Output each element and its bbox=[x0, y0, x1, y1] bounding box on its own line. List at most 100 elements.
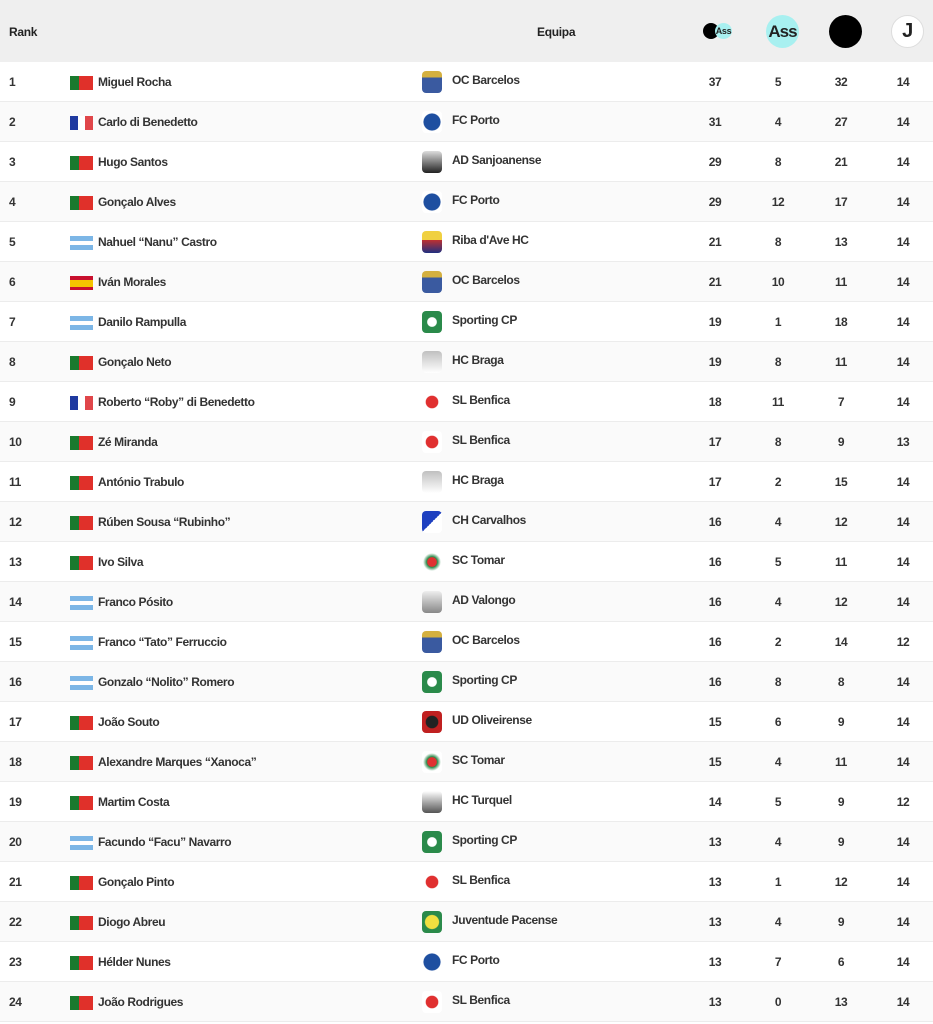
games-value: 12 bbox=[896, 635, 910, 649]
team-name[interactable]: Sporting CP bbox=[452, 313, 517, 327]
table-row[interactable]: 20 Facundo “Facu” Navarro Sporting CP 13 4… bbox=[0, 822, 933, 862]
assists-value: 12 bbox=[771, 195, 785, 209]
games-icon[interactable]: J bbox=[891, 15, 924, 48]
team-name[interactable]: SL Benfica bbox=[452, 873, 510, 887]
table-row[interactable]: 23 Hélder Nunes FC Porto 13 7 6 14 bbox=[0, 942, 933, 982]
flag-pt-icon bbox=[70, 916, 93, 930]
team-name[interactable]: FC Porto bbox=[452, 193, 500, 207]
player-name[interactable]: Franco Pósito bbox=[98, 595, 173, 609]
rank-header[interactable]: Rank bbox=[9, 25, 38, 39]
points-value: 29 bbox=[708, 155, 722, 169]
team-name[interactable]: UD Oliveirense bbox=[452, 713, 532, 727]
team-name[interactable]: SL Benfica bbox=[452, 993, 510, 1007]
player-name[interactable]: Franco “Tato” Ferruccio bbox=[98, 635, 227, 649]
player-name[interactable]: Martim Costa bbox=[98, 795, 170, 809]
player-name[interactable]: Danilo Rampulla bbox=[98, 315, 187, 329]
player-name[interactable]: Roberto “Roby” di Benedetto bbox=[98, 395, 255, 409]
team-logo-icon bbox=[422, 591, 442, 613]
table-row[interactable]: 5 Nahuel “Nanu” Castro Riba d'Ave HC 21 8 1… bbox=[0, 222, 933, 262]
team-name[interactable]: Riba d'Ave HC bbox=[452, 233, 529, 247]
team-name[interactable]: SC Tomar bbox=[452, 553, 505, 567]
table-row[interactable]: 3 Hugo Santos AD Sanjoanense 29 8 21 14 bbox=[0, 142, 933, 182]
player-name[interactable]: Zé Miranda bbox=[98, 435, 158, 449]
team-name[interactable]: HC Braga bbox=[452, 473, 504, 487]
team-name[interactable]: Juventude Pacense bbox=[452, 913, 558, 927]
table-row[interactable]: 4 Gonçalo Alves FC Porto 29 12 17 14 bbox=[0, 182, 933, 222]
player-name[interactable]: Diogo Abreu bbox=[98, 915, 166, 929]
table-row[interactable]: 10 Zé Miranda SL Benfica 17 8 9 13 bbox=[0, 422, 933, 462]
team-name[interactable]: Sporting CP bbox=[452, 673, 517, 687]
team-name[interactable]: SL Benfica bbox=[452, 393, 510, 407]
table-row[interactable]: 11 António Trabulo HC Braga 17 2 15 14 bbox=[0, 462, 933, 502]
player-name[interactable]: Ivo Silva bbox=[98, 555, 144, 569]
table-row[interactable]: 13 Ivo Silva SC Tomar 16 5 11 14 bbox=[0, 542, 933, 582]
team-name[interactable]: CH Carvalhos bbox=[452, 513, 526, 527]
team-name[interactable]: OC Barcelos bbox=[452, 633, 520, 647]
player-name[interactable]: Gonçalo Pinto bbox=[98, 875, 175, 889]
assists-icon[interactable]: Ass bbox=[766, 15, 799, 48]
goals-value: 7 bbox=[837, 395, 845, 409]
rank: 2 bbox=[9, 115, 16, 129]
team-name[interactable]: FC Porto bbox=[452, 953, 500, 967]
rank: 21 bbox=[9, 875, 22, 889]
table-row[interactable]: 19 Martim Costa HC Turquel 14 5 9 12 bbox=[0, 782, 933, 822]
team-header[interactable]: Equipa bbox=[537, 25, 576, 39]
goal-ball-icon[interactable] bbox=[829, 15, 862, 48]
table-row[interactable]: 22 Diogo Abreu Juventude Pacense 13 4 9 14 bbox=[0, 902, 933, 942]
games-value: 14 bbox=[896, 515, 910, 529]
games-value: 14 bbox=[896, 355, 910, 369]
team-name[interactable]: AD Valongo bbox=[452, 593, 516, 607]
table-row[interactable]: 21 Gonçalo Pinto SL Benfica 13 1 12 14 bbox=[0, 862, 933, 902]
player-name[interactable]: Gonzalo “Nolito” Romero bbox=[98, 675, 235, 689]
team-name[interactable]: SL Benfica bbox=[452, 433, 510, 447]
player-name[interactable]: Facundo “Facu” Navarro bbox=[98, 835, 232, 849]
assists-value: 4 bbox=[774, 115, 782, 129]
flag-pt-icon bbox=[70, 876, 93, 890]
player-name[interactable]: Alexandre Marques “Xanoca” bbox=[98, 755, 257, 769]
points-value: 16 bbox=[708, 515, 722, 529]
player-name[interactable]: Hugo Santos bbox=[98, 155, 168, 169]
table-row[interactable]: 2 Carlo di Benedetto FC Porto 31 4 27 14 bbox=[0, 102, 933, 142]
table-row[interactable]: 12 Rúben Sousa “Rubinho” CH Carvalhos 16 4… bbox=[0, 502, 933, 542]
team-name[interactable]: SC Tomar bbox=[452, 753, 505, 767]
table-row[interactable]: 24 João Rodrigues SL Benfica 13 0 13 14 bbox=[0, 982, 933, 1022]
player-name[interactable]: Rúben Sousa “Rubinho” bbox=[98, 515, 231, 529]
table-row[interactable]: 16 Gonzalo “Nolito” Romero Sporting CP 16… bbox=[0, 662, 933, 702]
team-name[interactable]: OC Barcelos bbox=[452, 73, 520, 87]
table-row[interactable]: 14 Franco Pósito AD Valongo 16 4 12 14 bbox=[0, 582, 933, 622]
points-value: 29 bbox=[708, 195, 722, 209]
player-name[interactable]: Hélder Nunes bbox=[98, 955, 171, 969]
player-name[interactable]: João Souto bbox=[98, 715, 160, 729]
rank: 8 bbox=[9, 355, 16, 369]
table-row[interactable]: 9 Roberto “Roby” di Benedetto SL Benfica… bbox=[0, 382, 933, 422]
team-name[interactable]: Sporting CP bbox=[452, 833, 517, 847]
points-value: 13 bbox=[708, 915, 722, 929]
goals-value: 9 bbox=[837, 835, 845, 849]
player-name[interactable]: João Rodrigues bbox=[98, 995, 184, 1009]
table-row[interactable]: 15 Franco “Tato” Ferruccio OC Barcelos 16… bbox=[0, 622, 933, 662]
points-value: 17 bbox=[708, 475, 722, 489]
player-name[interactable]: Nahuel “Nanu” Castro bbox=[98, 235, 217, 249]
team-logo-icon bbox=[422, 951, 442, 973]
team-name[interactable]: OC Barcelos bbox=[452, 273, 520, 287]
team-name[interactable]: HC Braga bbox=[452, 353, 504, 367]
table-row[interactable]: 7 Danilo Rampulla Sporting CP 19 1 18 14 bbox=[0, 302, 933, 342]
table-row[interactable]: 18 Alexandre Marques “Xanoca” SC Tomar 15… bbox=[0, 742, 933, 782]
games-value: 14 bbox=[896, 915, 910, 929]
table-row[interactable]: 1 Miguel Rocha OC Barcelos 37 5 32 14 bbox=[0, 62, 933, 102]
goals-value: 12 bbox=[834, 515, 848, 529]
player-name[interactable]: António Trabulo bbox=[98, 475, 184, 489]
player-name[interactable]: Carlo di Benedetto bbox=[98, 115, 198, 129]
player-name[interactable]: Gonçalo Alves bbox=[98, 195, 176, 209]
table-row[interactable]: 17 João Souto UD Oliveirense 15 6 9 14 bbox=[0, 702, 933, 742]
team-name[interactable]: AD Sanjoanense bbox=[452, 153, 542, 167]
goal-plus-assist-icon[interactable]: Ass bbox=[703, 22, 737, 40]
player-name[interactable]: Miguel Rocha bbox=[98, 75, 172, 89]
team-name[interactable]: FC Porto bbox=[452, 113, 500, 127]
player-name[interactable]: Iván Morales bbox=[98, 275, 166, 289]
table-row[interactable]: 8 Gonçalo Neto HC Braga 19 8 11 14 bbox=[0, 342, 933, 382]
games-value: 14 bbox=[896, 955, 910, 969]
team-name[interactable]: HC Turquel bbox=[452, 793, 512, 807]
table-row[interactable]: 6 Iván Morales OC Barcelos 21 10 11 14 bbox=[0, 262, 933, 302]
player-name[interactable]: Gonçalo Neto bbox=[98, 355, 172, 369]
